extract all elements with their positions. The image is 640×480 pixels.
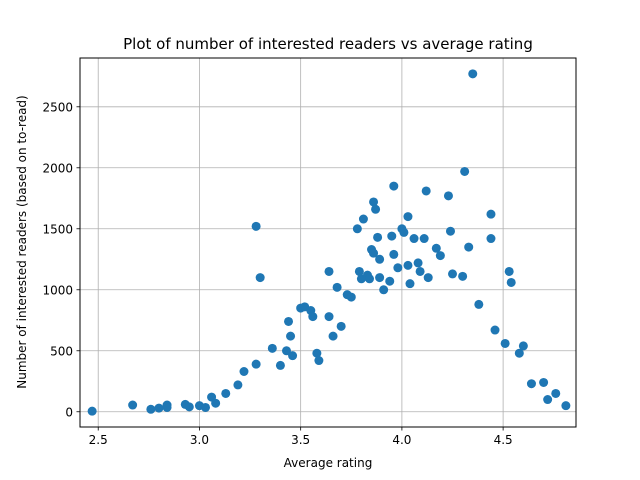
- scatter-point: [146, 404, 156, 414]
- scatter-point: [375, 254, 385, 264]
- scatter-point: [423, 273, 433, 283]
- scatter-point: [389, 181, 399, 191]
- scatter-point: [251, 359, 261, 369]
- scatter-point: [375, 273, 385, 283]
- scatter-point: [500, 338, 510, 348]
- scatter-point: [308, 312, 318, 322]
- scatter-point: [385, 276, 395, 286]
- scatter-point: [389, 249, 399, 259]
- scatter-point: [328, 331, 338, 341]
- scatter-point: [267, 343, 277, 353]
- scatter-point: [288, 351, 298, 361]
- scatter-point: [445, 226, 455, 236]
- scatter-point: [162, 402, 172, 412]
- scatter-point: [431, 243, 441, 253]
- scatter-point: [421, 186, 431, 196]
- scatter-point: [346, 292, 356, 302]
- scatter-point: [369, 197, 379, 207]
- scatter-point: [504, 266, 514, 276]
- x-axis-label: Average rating: [284, 456, 373, 470]
- scatter-point: [354, 266, 364, 276]
- scatter-point: [551, 388, 561, 398]
- x-tick-label: 2.5: [89, 433, 108, 447]
- scatter-point: [312, 348, 322, 358]
- scatter-point: [286, 331, 296, 341]
- scatter-point: [415, 266, 425, 276]
- chart-title: Plot of number of interested readers vs …: [123, 35, 533, 53]
- scatter-point: [281, 346, 291, 356]
- y-tick-label: 500: [50, 344, 73, 358]
- scatter-point: [399, 227, 409, 237]
- plot-frame: [79, 57, 577, 428]
- scatter-point: [468, 69, 478, 79]
- x-tick-label: 3.0: [190, 433, 209, 447]
- scatter-point: [332, 282, 342, 292]
- scatter-point: [387, 231, 397, 241]
- scatter-point: [486, 234, 496, 244]
- scatter-point: [464, 242, 474, 252]
- x-tick-label: 4.0: [392, 433, 411, 447]
- y-axis-label: Number of interested readers (based on t…: [15, 95, 29, 388]
- scatter-point: [539, 377, 549, 387]
- scatter-point: [486, 209, 496, 219]
- scatter-point: [336, 321, 346, 331]
- scatter-points: [87, 69, 571, 416]
- scatter-point: [184, 402, 194, 412]
- axis-ticks: 2.5 3.0 3.5 4.0 4.5 0 500 1000 1500 2000 2500: [42, 100, 512, 447]
- scatter-point: [561, 401, 571, 411]
- scatter-point: [405, 279, 415, 289]
- scatter-point: [233, 380, 243, 390]
- scatter-point: [275, 360, 285, 370]
- scatter-point: [239, 366, 249, 376]
- y-tick-label: 2000: [42, 161, 73, 175]
- scatter-point: [352, 224, 362, 234]
- scatter-point: [403, 212, 413, 222]
- scatter-point: [314, 356, 324, 366]
- y-tick-label: 1500: [42, 222, 73, 236]
- scatter-point: [526, 379, 536, 389]
- scatter-point: [358, 214, 368, 224]
- scatter-point: [324, 312, 334, 322]
- scatter-point: [154, 403, 164, 413]
- scatter-point: [435, 251, 445, 261]
- x-tick-label: 4.5: [494, 433, 513, 447]
- scatter-point: [409, 234, 419, 244]
- scatter-point: [413, 258, 423, 268]
- scatter-point: [543, 395, 553, 405]
- scatter-point: [443, 191, 453, 201]
- scatter-point: [490, 325, 500, 335]
- scatter-point: [365, 274, 375, 284]
- scatter-point: [458, 271, 468, 281]
- scatter-point: [379, 285, 389, 295]
- scatter-point: [506, 277, 516, 287]
- y-tick-label: 1000: [42, 283, 73, 297]
- grid: [80, 58, 576, 427]
- scatter-point: [514, 348, 524, 358]
- scatter-point: [324, 266, 334, 276]
- scatter-point: [460, 166, 470, 176]
- scatter-point: [201, 402, 211, 412]
- scatter-point: [87, 406, 97, 416]
- y-tick-label: 0: [65, 405, 73, 419]
- y-tick-label: 2500: [42, 100, 73, 114]
- scatter-point: [373, 232, 383, 242]
- scatter-point: [284, 316, 294, 326]
- scatter-point: [371, 204, 381, 214]
- scatter-point: [255, 273, 265, 283]
- scatter-point: [403, 260, 413, 270]
- scatter-point: [448, 269, 458, 279]
- scatter-point: [211, 398, 221, 408]
- scatter-point: [419, 234, 429, 244]
- scatter-point: [128, 400, 138, 410]
- scatter-point: [251, 221, 261, 231]
- scatter-point: [474, 299, 484, 309]
- x-tick-label: 3.5: [291, 433, 310, 447]
- scatter-point: [369, 248, 379, 258]
- scatter-point: [518, 341, 528, 351]
- scatter-point: [393, 263, 403, 273]
- scatter-point: [221, 388, 231, 398]
